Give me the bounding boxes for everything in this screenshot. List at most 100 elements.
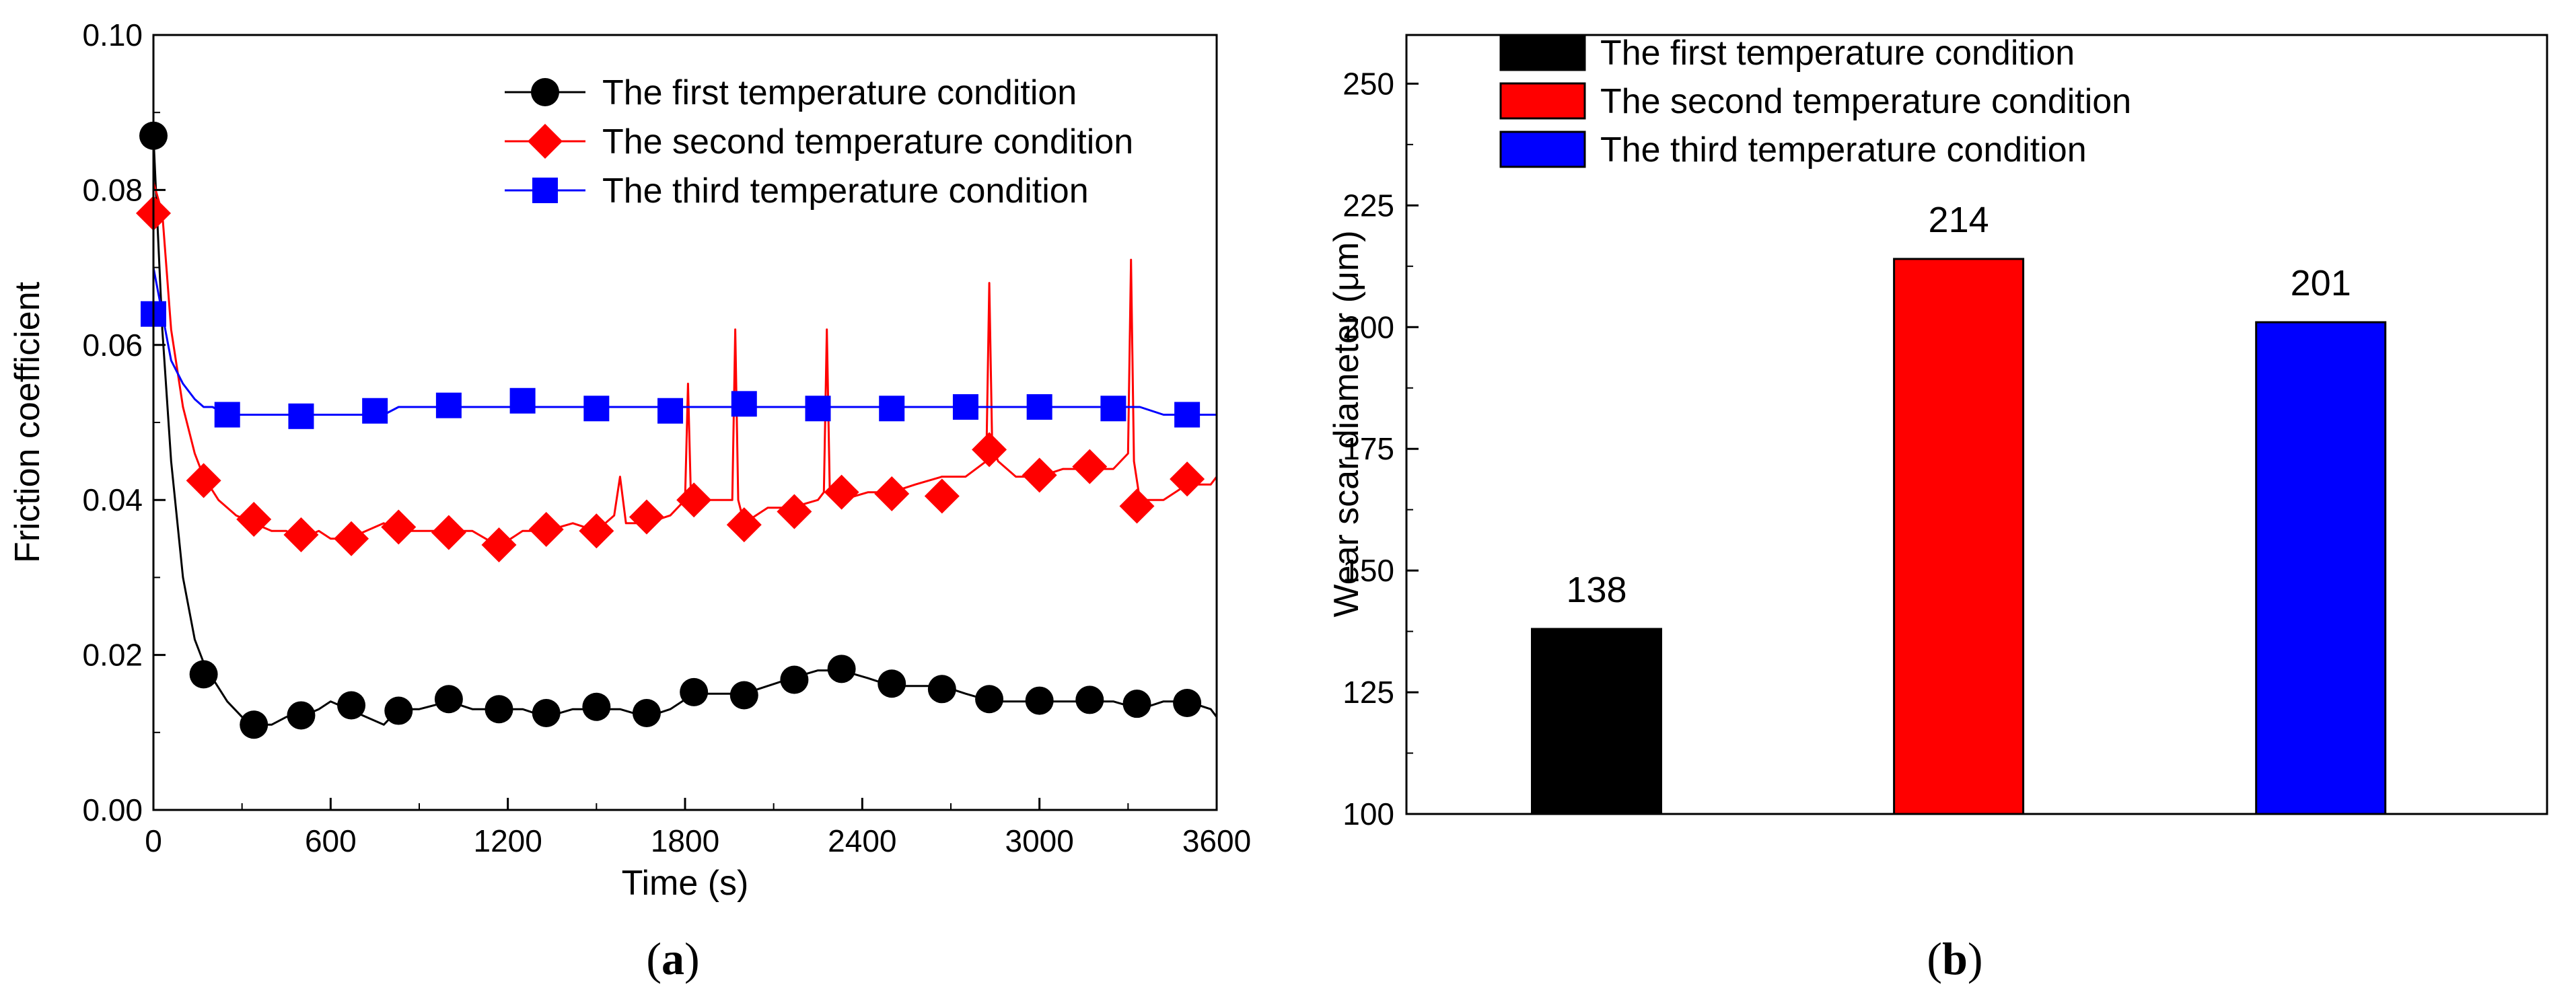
x-tick-label-a: 0 — [145, 823, 162, 858]
x-tick-label-a: 3000 — [1005, 823, 1073, 858]
series-3-point — [362, 398, 388, 424]
y-tick-label-b: 175 — [1343, 431, 1394, 466]
series-3-point — [214, 402, 240, 428]
legend-label-a: The second temperature condition — [602, 122, 1133, 161]
x-tick-label-a: 1200 — [473, 823, 542, 858]
y-tick-label-b: 250 — [1343, 66, 1394, 101]
series-2 — [136, 182, 1218, 563]
legend-entry-b-2: The second temperature condition — [1499, 82, 2131, 121]
y-tick-label-b: 200 — [1343, 309, 1394, 344]
series-1-point — [485, 695, 513, 724]
series-3-point — [952, 394, 978, 420]
series-1-point — [927, 675, 956, 704]
legend-entry-a-2: The second temperature condition — [505, 122, 1133, 161]
y-axis-label-a: Friction coefficient — [8, 281, 47, 563]
series-1-point — [189, 660, 218, 689]
series-3-point — [288, 403, 314, 429]
series-1-point — [1173, 689, 1202, 718]
series-line-3 — [152, 267, 1217, 416]
series-3-point — [879, 396, 905, 422]
series-2-point — [528, 511, 564, 547]
legend-entry-a-3: The third temperature condition — [505, 172, 1089, 211]
series-2-point — [579, 513, 614, 549]
series-2-point — [874, 476, 910, 511]
series-1-point — [532, 699, 561, 727]
series-1-point — [1075, 685, 1104, 714]
legend-swatch-b — [1499, 34, 1586, 71]
series-2-point — [777, 494, 812, 529]
legend-marker-a — [528, 124, 563, 159]
panel-label-b: (b) — [1927, 933, 1982, 984]
bar-1 — [1531, 628, 1662, 815]
y-tick-label-a: 0.04 — [82, 482, 143, 517]
y-tick-label-a: 0.10 — [82, 17, 143, 52]
legend-marker-a — [531, 78, 559, 106]
wear-scar-chart: 138 214 201 100 125 150 175 200 225 250 Wear sca… — [1327, 34, 2548, 984]
plot-frame-b — [1405, 34, 2548, 815]
series-1-point — [434, 685, 463, 714]
y-tick-label-a: 0.00 — [82, 792, 143, 827]
series-3-point — [583, 396, 610, 422]
y-tick-label-b: 125 — [1343, 675, 1394, 710]
legend-b: The first temperature condition The secon… — [1499, 34, 2131, 170]
series-3-point — [1100, 396, 1126, 422]
legend-label-a: The first temperature condition — [602, 73, 1077, 112]
legend-label-a: The third temperature condition — [602, 172, 1089, 211]
bar-value-label: 214 — [1929, 200, 1989, 240]
y-tick-label-a: 0.06 — [82, 328, 143, 363]
series-2-point — [431, 515, 466, 550]
panel-label-a: (a) — [646, 933, 699, 984]
series-3-point — [805, 396, 831, 422]
series-3-point — [1026, 394, 1052, 420]
series-3-point — [509, 387, 536, 414]
panel-letter-b: b — [1942, 933, 1968, 984]
series-1-point — [384, 696, 413, 725]
bar-3 — [2255, 321, 2387, 815]
series-2-point — [186, 463, 221, 498]
series-2-point — [1022, 457, 1057, 493]
x-axis-label-a: Time (s) — [622, 864, 749, 903]
y-tick-label-b: 225 — [1343, 188, 1394, 223]
legend-a: The first temperature condition The secon… — [505, 73, 1133, 211]
series-line-1 — [152, 135, 1218, 726]
series-3-point — [435, 392, 462, 418]
series-1-point — [632, 699, 661, 727]
series-1-point — [878, 669, 906, 698]
legend-swatch-b — [1499, 82, 1586, 120]
series-1-point — [240, 710, 269, 739]
series-1-point — [827, 655, 856, 683]
series-3-point — [731, 391, 757, 417]
bar-2 — [1893, 258, 2025, 815]
series-2-point — [629, 499, 664, 535]
series-1-point — [337, 691, 366, 720]
series-2-point — [924, 478, 960, 514]
legend-label-b: The first temperature condition — [1600, 34, 2075, 73]
y-axis-label-b: Wear scar diameter (μm) — [1327, 230, 1366, 617]
series-2-point — [381, 509, 417, 545]
x-tick-label-a: 600 — [305, 823, 357, 858]
series-2-point — [283, 517, 319, 553]
legend-entry-a-1: The first temperature condition — [505, 73, 1077, 112]
series-1-point — [1122, 690, 1151, 718]
bar-value-label: 138 — [1566, 570, 1626, 610]
y-tick-label-b: 100 — [1343, 796, 1394, 831]
series-1-point — [729, 681, 758, 710]
legend-entry-b-1: The first temperature condition — [1499, 34, 2075, 73]
series-2-point — [236, 502, 272, 537]
bar-value-label: 201 — [2291, 263, 2351, 303]
series-1-point — [582, 692, 611, 721]
series-2-point — [334, 521, 369, 556]
series-3-point — [1174, 402, 1201, 428]
series-1-point — [287, 701, 316, 730]
series-3-point — [657, 398, 684, 424]
series-2-point — [726, 507, 762, 543]
series-2-point — [481, 527, 517, 563]
series-1-point — [975, 685, 1004, 714]
y-tick-label-b: 150 — [1343, 553, 1394, 588]
series-1-point — [1025, 686, 1054, 715]
legend-label-b: The third temperature condition — [1600, 131, 2087, 170]
legend-marker-a — [532, 178, 558, 203]
legend-swatch-b — [1499, 131, 1586, 168]
friction-coefficient-chart: 0 600 1200 1800 2400 3000 3600 0.00 0.02 0.04 0.06… — [8, 17, 1251, 984]
